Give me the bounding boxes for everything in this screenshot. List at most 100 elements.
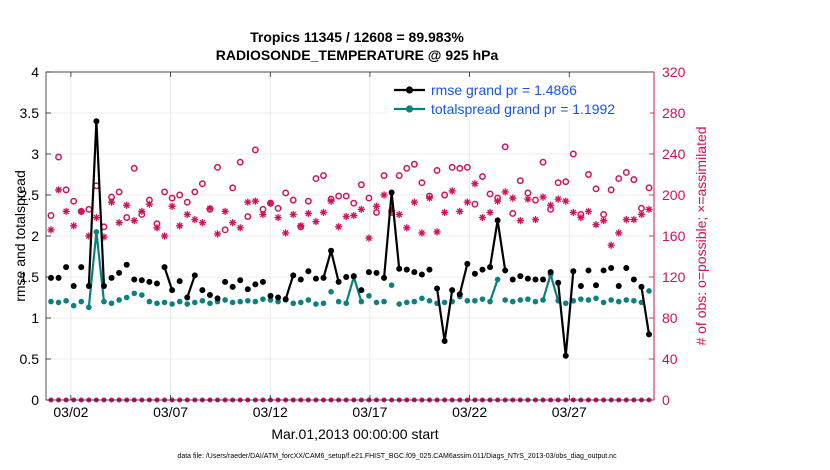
- obs-possible-marker: [350, 199, 358, 207]
- obs-assimilated-marker: [251, 197, 259, 205]
- obs-assimilated-stroke: [464, 199, 471, 206]
- rmse-point: [222, 278, 229, 285]
- obs-assimilated-stroke: [638, 211, 645, 218]
- right-y-axis: 0 40 80 120 160 200 240 280 320: [649, 64, 686, 408]
- rmse-point: [176, 278, 183, 285]
- obs-possible-marker: [357, 181, 365, 189]
- rmse-point: [441, 337, 448, 344]
- rmse-segment: [284, 275, 295, 300]
- rmse-point: [146, 278, 153, 285]
- left-y-axis: 0 0.5 1 1.5 2 2.5 3 3.5 4: [20, 64, 51, 408]
- rmse-point: [85, 283, 92, 290]
- obs-assimilated-marker: [577, 213, 585, 222]
- obs-assimilated-stroke: [600, 217, 607, 224]
- rmse-segment: [435, 288, 446, 342]
- obs-assimilated-marker: [456, 207, 464, 215]
- obs-assimilated-stroke: [259, 211, 266, 218]
- obs-assimilated-stroke: [335, 223, 342, 230]
- obs-assimilated-stroke: [456, 208, 463, 215]
- rmse-point: [532, 276, 539, 283]
- rmse-point: [502, 267, 509, 274]
- rmse-point: [365, 269, 372, 276]
- totalspread-point: [154, 300, 160, 307]
- obs-assimilated-marker: [584, 207, 593, 215]
- rmse-point: [570, 268, 577, 275]
- totalspread-point: [623, 297, 630, 303]
- obs-assimilated-stroke: [562, 198, 569, 205]
- obs-assimilated-stroke: [577, 214, 584, 221]
- totalspread-segment: [345, 276, 355, 304]
- rmse-point: [411, 269, 418, 276]
- obs-assimilated-stroke: [161, 233, 168, 239]
- obs-assimilated-marker: [115, 219, 123, 227]
- totalspread-point: [562, 300, 569, 307]
- rmse-point: [297, 276, 304, 283]
- y-tick-label-right: 40: [662, 351, 678, 367]
- rmse-point: [237, 277, 244, 284]
- obs-possible-marker: [221, 226, 229, 234]
- totalspread-point: [131, 290, 138, 297]
- totalspread-point: [70, 302, 77, 309]
- obs-assimilated-marker: [183, 210, 191, 219]
- rmse-point: [259, 278, 266, 285]
- totalspread-point: [517, 297, 524, 303]
- rmse-segment: [458, 263, 469, 295]
- obs-assimilated-marker: [342, 212, 350, 221]
- y-tick-label-left: 1: [31, 310, 39, 326]
- obs-possible-marker: [289, 196, 297, 204]
- obs-assimilated-stroke: [623, 216, 630, 223]
- obs-assimilated-marker: [176, 222, 184, 230]
- rmse-point: [623, 264, 630, 271]
- obs-assimilated-stroke: [517, 217, 524, 224]
- obs-possible-marker: [335, 192, 343, 200]
- rmse-point: [373, 269, 380, 276]
- obs-possible-marker: [516, 177, 524, 185]
- obs-possible-marker: [55, 153, 63, 161]
- legend: rmse grand pr = 1.4866 totalspread grand…: [388, 78, 650, 120]
- obs-assimilated-stroke: [237, 224, 244, 231]
- rmse-segment: [87, 121, 98, 287]
- obs-assimilated-stroke: [630, 216, 637, 223]
- obs-assimilated-marker: [54, 186, 63, 194]
- obs-assimilated-marker: [433, 228, 441, 236]
- obs-assimilated-marker: [153, 224, 161, 232]
- totalspread-point: [532, 298, 539, 305]
- obs-assimilated-marker: [123, 201, 131, 209]
- obs-possible-marker: [282, 189, 290, 197]
- obs-possible-marker: [229, 184, 237, 192]
- obs-possible-marker: [70, 197, 78, 205]
- obs-possible-marker: [312, 175, 320, 183]
- obs-possible-marker: [236, 158, 244, 166]
- totalspread-point: [93, 229, 100, 235]
- obs-assimilated-marker: [244, 198, 252, 206]
- obs-assimilated-stroke: [487, 209, 494, 216]
- totalspread-point: [229, 299, 236, 306]
- rmse-point: [290, 272, 297, 279]
- obs-assimilated-marker: [191, 216, 199, 224]
- totalspread-point: [631, 297, 637, 304]
- totalspread-point: [297, 299, 304, 306]
- obs-assimilated-marker: [471, 180, 479, 188]
- totalspread-point: [502, 297, 508, 303]
- obs-assimilated-stroke: [540, 194, 547, 201]
- legend-rmse-marker: [405, 86, 414, 94]
- obs-assimilated-marker: [138, 207, 146, 215]
- rmse-point: [630, 276, 637, 283]
- obs-assimilated-stroke: [131, 217, 138, 224]
- obs-possible-marker: [433, 166, 441, 174]
- rmse-point: [47, 274, 54, 281]
- obs-possible-marker: [214, 163, 221, 171]
- totalspread-point: [260, 296, 266, 302]
- rmse-point: [169, 287, 176, 294]
- totalspread-point: [388, 282, 395, 289]
- totalspread-segment: [489, 279, 499, 302]
- obs-assimilated-stroke: [547, 202, 554, 209]
- totalspread-series: [48, 229, 652, 311]
- obs-assimilated-stroke: [63, 208, 70, 215]
- y-axis-label-left: rmse and totalspread: [12, 170, 28, 302]
- rmse-point: [358, 287, 365, 294]
- obs-assimilated-marker: [486, 208, 494, 217]
- totalspread-point: [396, 301, 403, 307]
- obs-possible-marker: [304, 197, 312, 205]
- obs-assimilated-marker: [539, 193, 547, 201]
